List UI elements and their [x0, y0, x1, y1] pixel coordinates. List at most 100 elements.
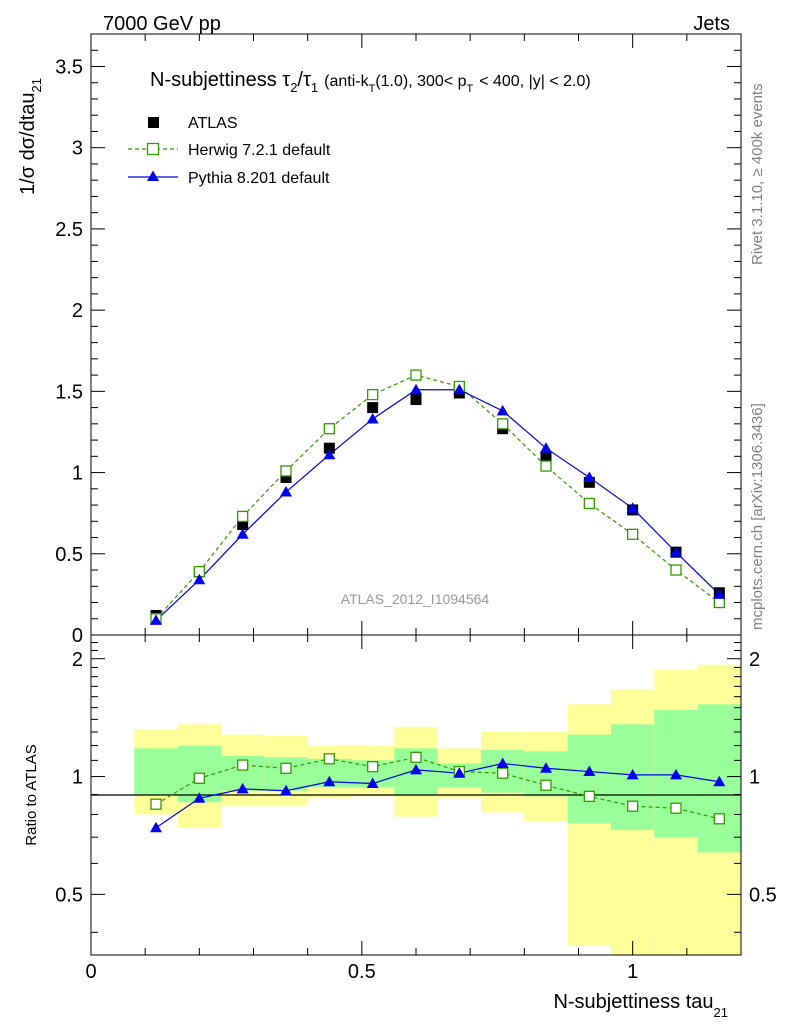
herwig-point — [583, 497, 595, 510]
herwig-point — [670, 564, 682, 576]
ratio-herwig-point — [497, 767, 509, 779]
herwig-point — [713, 596, 725, 609]
herwig-point — [367, 388, 379, 401]
herwig-point — [540, 460, 552, 472]
title-small-a-sub: T — [369, 83, 376, 95]
ratio-herwig-point — [193, 772, 205, 784]
x-tick-label: 0.5 — [348, 961, 376, 983]
ratio-y-tick-label-right: 2 — [749, 649, 760, 671]
ratio-herwig-point — [323, 753, 335, 765]
ratio-pythia-point — [366, 777, 379, 789]
ratio-pythia-point — [496, 757, 509, 768]
herwig-point — [410, 369, 422, 381]
main-y-tick-label: 2.5 — [55, 219, 83, 241]
main-title: N-subjettiness τ2/τ1 (anti-kT(1.0), 300< … — [150, 69, 591, 95]
ratio-uncertainty-bands — [134, 664, 741, 955]
ratio-y-tick-label: 2 — [72, 649, 83, 671]
main-ylabel-text: 1/σ dσ/dtau — [17, 92, 39, 195]
ratio-pythia-point — [713, 775, 726, 787]
pythia-point — [366, 412, 379, 424]
ratio-pythia-point — [540, 762, 552, 773]
herwig-point — [497, 418, 509, 430]
pythia-point — [280, 486, 292, 497]
ratio-pythia-point — [670, 768, 682, 780]
main-plot-panel: 0 0.5 1 1.5 2 2.5 3 3.5 ATLAS_2012_I1094564 — [55, 33, 742, 647]
herwig-point — [323, 423, 335, 435]
ratio-pythia-point — [280, 784, 292, 796]
ratio-herwig-point — [627, 800, 639, 812]
ratio-pythia-point — [193, 792, 206, 803]
ratio-pythia-point — [453, 767, 466, 778]
atlas-point — [323, 442, 335, 454]
pythia-point — [323, 448, 336, 460]
atlas-point — [583, 476, 595, 488]
ratio-herwig-point — [410, 751, 422, 763]
legend-entry-atlas: ATLAS — [148, 115, 238, 132]
main-y-axis-label: 1/σ dσ/dtau21 — [17, 78, 44, 195]
legend-herwig-label: Herwig 7.2.1 default — [188, 142, 331, 159]
ratio-axis-ticks — [90, 635, 742, 955]
title-prefix: N-subjettiness τ — [150, 69, 290, 91]
ratio-band-inner — [134, 748, 178, 795]
ratio-herwig-point — [583, 790, 595, 803]
pythia-point — [540, 442, 552, 453]
pythia-point — [410, 383, 422, 395]
ratio-pythia-point — [236, 782, 249, 794]
pythia-point — [150, 614, 162, 625]
x-axis-label-sub: 21 — [714, 1005, 728, 1020]
collision-label: 7000 GeV pp — [103, 13, 221, 35]
ratio-band-inner — [567, 734, 611, 824]
main-y-tick-label: 3 — [72, 138, 83, 160]
ratio-herwig-point — [237, 759, 249, 771]
ratio-y-tick-label-right: 1 — [749, 767, 760, 789]
herwig-line — [155, 374, 720, 620]
ratio-y-tick-label-right: 0.5 — [749, 884, 777, 906]
pythia-point — [453, 383, 466, 395]
ratio-herwig-point — [280, 762, 292, 774]
title-small-c: < 400, |y| < 2.0) — [479, 73, 591, 90]
pythia-point — [193, 573, 206, 585]
pythia-point — [670, 546, 682, 557]
legend-entry-herwig: Herwig 7.2.1 default — [128, 142, 331, 159]
rivet-label: Rivet 3.1.10, ≥ 400k events — [749, 83, 766, 265]
main-y-tick-label: 0.5 — [55, 544, 83, 566]
x-tick-label: 1 — [627, 961, 638, 983]
legend-herwig-marker — [146, 142, 160, 156]
pythia-line — [155, 389, 720, 621]
herwig-point — [280, 465, 292, 477]
pythia-point — [713, 588, 726, 599]
ratio-pythia-point — [150, 821, 162, 833]
legend-atlas-label: ATLAS — [188, 115, 238, 132]
pythia-point — [626, 502, 639, 513]
analysis-watermark: ATLAS_2012_I1094564 — [341, 591, 490, 607]
main-y-tick-labels: 0 0.5 1 1.5 2 2.5 3 3.5 — [55, 56, 83, 647]
main-y-tick-label: 3.5 — [55, 56, 83, 78]
ratio-pythia-point — [583, 765, 596, 777]
ratio-pythia-point — [323, 775, 336, 787]
main-y-tick-label: 0 — [72, 625, 83, 647]
ratio-frame — [90, 634, 742, 956]
atlas-point — [367, 402, 379, 414]
x-axis-label-text: N-subjettiness tau — [553, 991, 713, 1013]
atlas-point — [280, 471, 292, 483]
legend-entry-pythia: Pythia 8.201 default — [128, 170, 330, 187]
title-slash: /τ — [297, 69, 311, 91]
ratio-y-tick-labels: 0.5 0.5 1 1 2 2 — [55, 649, 777, 907]
ratio-y-tick-label: 1 — [72, 767, 83, 789]
ratio-y-axis-label: Ratio to ATLAS — [23, 744, 40, 845]
pythia-point — [496, 404, 509, 416]
ratio-herwig-point — [713, 813, 725, 825]
main-y-tick-label: 1 — [72, 463, 83, 485]
atlas-point — [410, 393, 422, 405]
x-tick-labels: 0 0.5 1 — [85, 961, 638, 983]
main-y-tick-label: 2 — [72, 300, 83, 322]
atlas-point — [237, 519, 249, 531]
ratio-herwig-point — [540, 779, 552, 791]
pythia-point — [236, 528, 249, 539]
title-small-b: (1.0), 300< p — [375, 73, 466, 90]
ratio-herwig-point — [670, 802, 682, 814]
title-small-b-sub: T — [466, 83, 473, 95]
ratio-series-layer — [150, 751, 726, 833]
mcplots-label: mcplots.cern.ch [arXiv:1306.3436] — [749, 403, 766, 630]
